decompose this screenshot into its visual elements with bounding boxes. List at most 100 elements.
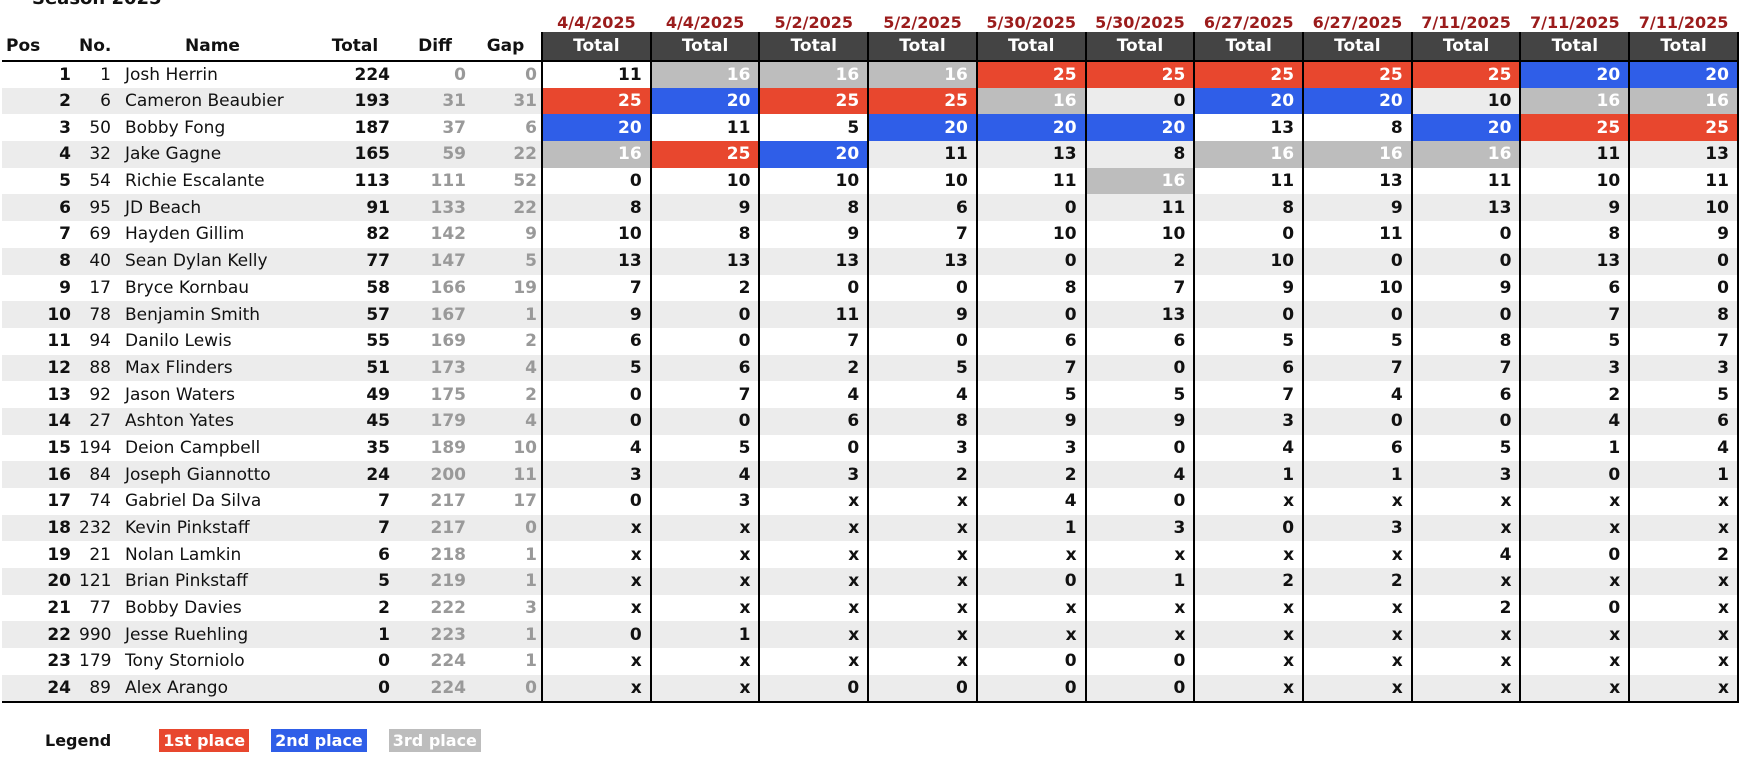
standings-row: 6 95 JD Beach 91 133 22 8 9 8 6 0 11 8 9 13 9 10 <box>2 194 1739 222</box>
race-points: x <box>1628 648 1739 675</box>
standings-row: 9 17 Bryce Kornbau 58 166 19 7 2 0 0 8 7 9 10 9 6 0 <box>2 274 1739 302</box>
race-points: 13 <box>1410 194 1521 222</box>
cell-gap: 1 <box>470 568 542 595</box>
race-header: Total <box>975 32 1086 62</box>
cell-total: 187 <box>354 117 391 138</box>
cell-gap: 0 <box>470 514 542 542</box>
race-points: 1 <box>1193 461 1304 488</box>
race-date: 5/30/2025 <box>1095 13 1185 32</box>
cell-total: 2 <box>378 598 390 619</box>
race-points: x <box>649 541 760 569</box>
race-points: 11 <box>541 61 651 88</box>
race-points: 2 <box>1302 568 1412 595</box>
cell-total: 45 <box>310 407 400 435</box>
cell-gap: 11 <box>470 461 542 488</box>
race-points: 0 <box>1519 594 1630 622</box>
race-points: 4 <box>975 488 1086 515</box>
race-header: Total <box>1084 32 1195 62</box>
standings-row: 13 92 Jason Waters 49 175 2 0 7 4 4 5 5 7 4 6 2 5 <box>2 381 1739 408</box>
cell-number: 69 <box>89 224 111 245</box>
cell-diff: 147 <box>400 247 470 275</box>
cell-total: 35 <box>366 437 390 458</box>
standings-table: 4/4/2025 4/4/2025 5/2/2025 5/2/2025 5/30/202… <box>2 6 1739 703</box>
race-header: Total <box>1193 32 1304 62</box>
race-points: 10 <box>1302 274 1412 302</box>
race-points: 7 <box>1519 301 1630 328</box>
race-points: 10 <box>1410 87 1521 115</box>
race-points: x <box>1628 594 1739 622</box>
cell-gap: 4 <box>470 407 542 435</box>
race-points: 1 <box>1628 461 1739 488</box>
race-points: 5 <box>867 354 977 382</box>
race-points: 1 <box>1519 434 1630 462</box>
cell-diff: 133 <box>400 194 470 222</box>
race-points: 4 <box>649 461 760 488</box>
race-points: 0 <box>975 194 1086 222</box>
race-header: Total <box>649 32 760 62</box>
cell-total: 49 <box>366 384 390 405</box>
race-header: Total <box>758 32 869 62</box>
date-row: 4/4/2025 4/4/2025 5/2/2025 5/2/2025 5/30/202… <box>2 6 1738 32</box>
race-points: 8 <box>1628 301 1739 328</box>
cell-gap: 22 <box>470 141 542 168</box>
race-points: 5 <box>1302 327 1412 355</box>
race-points: x <box>1302 674 1412 703</box>
cell-diff: 111 <box>430 171 467 192</box>
race-points: x <box>758 648 869 675</box>
race-points: 10 <box>1628 194 1739 222</box>
cell-diff: 173 <box>400 354 470 382</box>
legend: Legend 1st place 2nd place 3rd place <box>45 727 481 753</box>
race-points: 8 <box>541 194 651 222</box>
race-points: 13 <box>1084 301 1195 328</box>
race-points: 8 <box>758 194 869 222</box>
race-points: 25 <box>541 87 651 115</box>
race-points: 11 <box>1193 167 1304 195</box>
race-points: 7 <box>758 327 869 355</box>
race-points: x <box>1302 594 1412 622</box>
race-points: x <box>541 648 651 675</box>
cell-name: Gabriel Da Silva <box>125 491 262 512</box>
race-points: 10 <box>1193 247 1304 275</box>
cell-total: 5 <box>310 568 400 595</box>
race-points: 2 <box>1084 247 1195 275</box>
race-points: 5 <box>975 381 1086 408</box>
cell-pos: 7 <box>59 224 71 245</box>
race-points: 6 <box>1519 274 1630 302</box>
cell-diff: 175 <box>430 384 467 405</box>
race-points: 16 <box>1084 167 1195 195</box>
race-points: 11 <box>758 301 869 328</box>
race-points: 5 <box>758 114 869 142</box>
race-points: x <box>1193 594 1304 622</box>
race-points: 9 <box>1084 407 1195 435</box>
race-points: 11 <box>867 141 977 168</box>
race-points: 0 <box>1084 488 1195 515</box>
race-points: 25 <box>975 61 1086 88</box>
race-points: x <box>1519 674 1630 703</box>
race-points: 7 <box>1628 327 1739 355</box>
standings-row: 10 78 Benjamin Smith 57 167 1 9 0 11 9 0 13 0 0 0 7 8 <box>2 301 1739 328</box>
race-points: 2 <box>1628 541 1739 569</box>
cell-number: 21 <box>89 544 111 565</box>
column-header: Diff <box>400 32 470 62</box>
race-points: 8 <box>867 407 977 435</box>
race-points: 2 <box>1410 594 1521 622</box>
race-points: x <box>1302 648 1412 675</box>
legend-title: Legend <box>45 730 112 750</box>
race-points: x <box>1410 648 1521 675</box>
cell-gap: 3 <box>525 598 537 619</box>
cell-name: Cameron Beaubier <box>115 87 310 115</box>
race-points: 16 <box>1302 141 1412 168</box>
column-header: Pos <box>2 32 75 62</box>
race-points: 20 <box>541 114 651 142</box>
cell-name: Jason Waters <box>125 384 235 405</box>
race-points: 0 <box>1628 247 1739 275</box>
cell-pos: 20 <box>2 568 75 595</box>
race-points: x <box>758 568 869 595</box>
race-points: x <box>1628 621 1739 649</box>
race-points: 6 <box>867 194 977 222</box>
cell-gap: 0 <box>525 64 537 85</box>
cell-gap: 31 <box>470 87 542 115</box>
cell-name: JD Beach <box>115 194 310 222</box>
race-points: 0 <box>1193 301 1304 328</box>
column-header: Name <box>115 32 310 62</box>
